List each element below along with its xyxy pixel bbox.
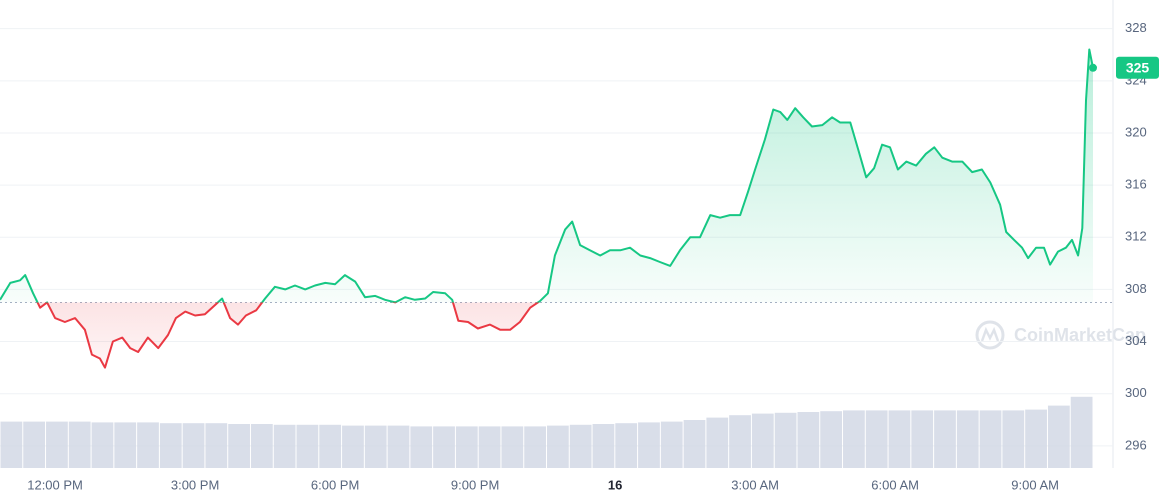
x-tick-label: 16	[608, 477, 622, 492]
volume-bar	[296, 424, 319, 468]
volume-bar	[1047, 405, 1070, 468]
x-tick-label: 3:00 AM	[731, 477, 779, 492]
volume-bar	[137, 422, 159, 468]
watermark: CoinMarketCap	[975, 320, 1146, 350]
watermark-logo	[975, 320, 1005, 350]
volume-bar	[683, 420, 706, 468]
volume-bar	[342, 425, 364, 468]
volume-bar	[569, 424, 592, 468]
volume-bar	[46, 421, 68, 468]
volume-bar	[205, 423, 228, 468]
x-tick-label: 6:00 AM	[871, 477, 919, 492]
volume-bar	[524, 426, 546, 468]
volume-bar	[751, 413, 774, 468]
price-line	[0, 48, 1094, 369]
volume-bar	[774, 412, 797, 468]
volume-bar	[1070, 396, 1093, 468]
volume-bar	[319, 424, 342, 468]
y-tick-label: 304	[1125, 333, 1147, 348]
volume-bar	[888, 410, 911, 468]
volume-bar	[159, 423, 182, 468]
volume-bar	[729, 415, 751, 468]
price-tag	[1116, 56, 1159, 79]
y-tick-label: 328	[1125, 20, 1147, 35]
volume-bar	[364, 425, 387, 468]
volume-bar	[114, 422, 137, 468]
volume-bar	[0, 421, 23, 468]
volume-bar	[706, 417, 729, 468]
volume-bar	[820, 411, 843, 468]
volume-bar	[979, 410, 1002, 468]
y-tick-label: 308	[1125, 281, 1147, 296]
volume-bar	[1025, 409, 1047, 468]
x-tick-label: 6:00 PM	[311, 477, 359, 492]
volume-bar	[91, 422, 114, 468]
volume-bar	[433, 426, 455, 468]
y-tick-label: 316	[1125, 177, 1147, 192]
volume-bar	[865, 410, 888, 468]
volume-bar	[911, 410, 934, 468]
x-tick-label: 9:00 AM	[1011, 477, 1059, 492]
y-tick-label: 312	[1125, 229, 1147, 244]
price-tag-label: 325	[1126, 59, 1150, 75]
x-tick-label: 3:00 PM	[171, 477, 219, 492]
volume-bar	[23, 421, 46, 468]
last-point	[1089, 63, 1097, 72]
volume-bar	[501, 426, 524, 468]
price-area	[0, 49, 1093, 368]
volume-bar	[387, 425, 410, 468]
volume-bar	[273, 424, 296, 468]
volume-bar	[547, 425, 569, 468]
y-tick-label: 296	[1125, 437, 1147, 452]
volume-bar	[956, 410, 979, 468]
volume-bar	[410, 426, 433, 468]
volume-bar	[843, 410, 865, 468]
y-tick-label: 300	[1125, 385, 1147, 400]
volume-bar	[228, 424, 250, 468]
y-tick-label: 320	[1125, 124, 1147, 139]
volume-bar	[615, 423, 638, 468]
volume-bar	[250, 424, 273, 468]
watermark-logo-m	[980, 326, 1000, 342]
volume-bar	[592, 424, 615, 468]
volume-bar	[638, 422, 660, 468]
volume-bar	[797, 412, 820, 468]
volume-bar	[934, 410, 956, 468]
volume-bar	[660, 421, 683, 468]
volume-bar	[478, 426, 501, 468]
volume-bar	[1002, 410, 1025, 468]
volume-bar	[182, 423, 205, 468]
volume-bar	[455, 426, 478, 468]
x-tick-label: 12:00 PM	[27, 477, 83, 492]
volume-bar	[68, 421, 91, 468]
x-tick-label: 9:00 PM	[451, 477, 499, 492]
